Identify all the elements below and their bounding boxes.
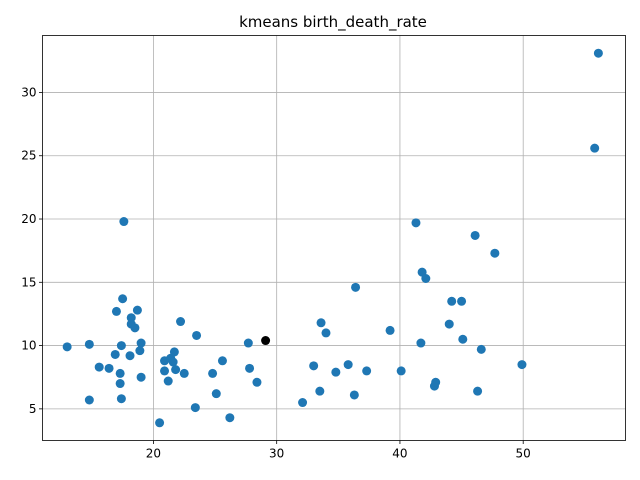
data-point <box>119 217 129 227</box>
data-point <box>315 386 325 396</box>
data-point <box>517 360 527 370</box>
data-point <box>84 395 94 405</box>
data-point <box>132 305 142 315</box>
data-point <box>447 296 457 306</box>
data-point <box>411 218 421 228</box>
data-point <box>490 248 500 258</box>
x-tick-label: 40 <box>392 447 407 461</box>
y-tick-label: 10 <box>21 339 36 353</box>
data-point <box>349 390 359 400</box>
data-point <box>421 274 431 283</box>
data-point <box>590 143 600 153</box>
data-point <box>321 328 331 338</box>
data-point <box>84 339 94 349</box>
y-tick-label: 15 <box>21 275 36 289</box>
data-point <box>243 338 253 348</box>
data-point <box>593 48 603 58</box>
x-tick-label: 30 <box>269 447 284 461</box>
data-point <box>136 372 146 382</box>
data-point <box>176 317 186 327</box>
data-point <box>431 377 441 387</box>
y-tick-label: 20 <box>21 212 36 226</box>
data-point <box>62 342 72 352</box>
data-point <box>343 360 353 370</box>
data-point <box>126 313 136 323</box>
data-point <box>396 366 406 376</box>
y-tick-label: 25 <box>21 149 36 163</box>
data-point <box>104 363 114 373</box>
data-point <box>331 367 341 377</box>
data-point <box>252 377 262 387</box>
chart-title: kmeans birth_death_rate <box>239 13 427 32</box>
data-point <box>94 362 104 372</box>
data-point <box>416 338 426 348</box>
data-point <box>171 365 181 375</box>
data-point <box>179 368 189 378</box>
data-point <box>211 389 221 399</box>
plot-frame <box>42 35 626 441</box>
data-point <box>168 357 178 367</box>
x-tick-label: 50 <box>516 447 531 461</box>
data-point <box>135 346 145 356</box>
data-point <box>476 344 486 354</box>
data-point <box>110 349 120 359</box>
data-point <box>190 403 200 413</box>
data-point <box>351 282 361 292</box>
data-point <box>473 386 483 396</box>
data-point <box>362 366 372 376</box>
data-point <box>155 418 165 428</box>
y-tick-label: 30 <box>21 85 36 99</box>
data-point <box>116 341 126 351</box>
data-point <box>192 330 202 340</box>
data-point <box>458 334 468 344</box>
data-point <box>208 368 218 378</box>
data-point <box>225 413 235 423</box>
data-point <box>217 356 227 366</box>
data-point <box>163 376 173 386</box>
data-point <box>115 368 125 378</box>
data-point <box>118 294 128 304</box>
data-point <box>130 323 140 333</box>
data-point <box>309 361 319 371</box>
data-point <box>245 363 255 373</box>
data-point <box>169 347 179 357</box>
data-point <box>125 351 135 361</box>
data-point <box>298 398 308 408</box>
data-points <box>62 48 603 428</box>
y-tick-label: 5 <box>29 402 37 416</box>
data-point <box>316 318 326 328</box>
data-point <box>115 379 125 389</box>
data-point <box>116 394 126 404</box>
data-point <box>160 366 170 376</box>
data-point <box>385 325 395 335</box>
centroid-point <box>261 336 271 346</box>
x-tick-label: 20 <box>146 447 161 461</box>
data-point <box>444 319 454 329</box>
data-point <box>470 230 480 240</box>
data-point <box>111 306 121 316</box>
data-point <box>457 296 467 306</box>
axis-ticks: 20 30 40 50 5 10 15 20 25 30 <box>21 85 531 460</box>
data-point <box>136 338 146 348</box>
